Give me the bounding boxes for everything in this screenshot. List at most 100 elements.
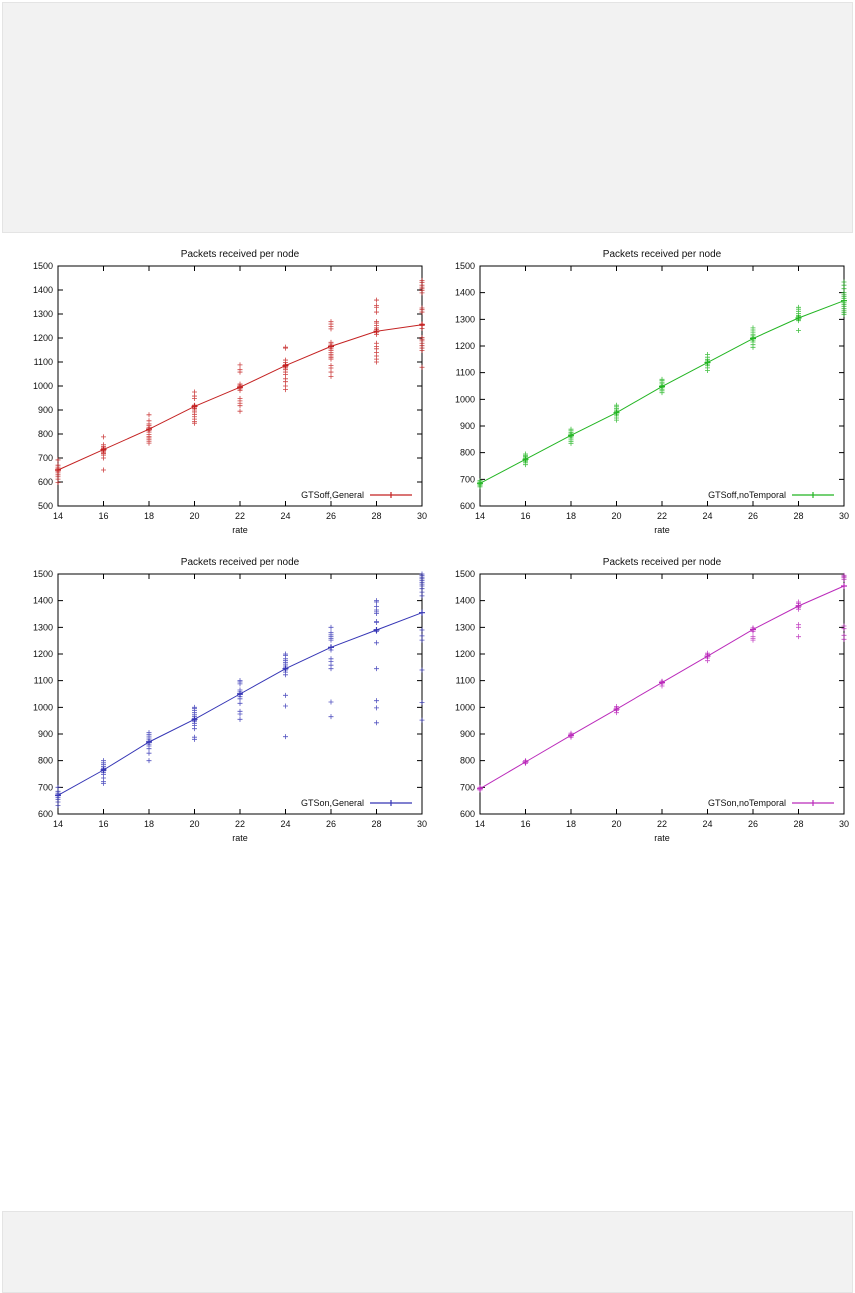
x-tick-label: 20 <box>611 511 621 521</box>
axis-ticks <box>479 573 845 815</box>
x-tick-label: 26 <box>326 511 336 521</box>
legend: GTSoff,noTemporal <box>708 490 834 500</box>
y-tick-label: 700 <box>38 453 53 463</box>
top-gray-band <box>2 2 853 233</box>
y-tick-label: 1500 <box>33 569 53 579</box>
x-tick-label: 30 <box>839 511 849 521</box>
chart-title: Packets received per node <box>603 557 722 568</box>
x-tick-label: 20 <box>189 511 199 521</box>
x-tick-label: 14 <box>475 511 485 521</box>
x-tick-label: 24 <box>280 819 290 829</box>
chart-canvas: Packets received per node 500 600 700 800 900… <box>33 249 427 535</box>
y-tick-label: 700 <box>38 782 53 792</box>
y-tick-label: 900 <box>38 405 53 415</box>
legend: GTSon,General <box>301 798 412 808</box>
y-tick-label: 700 <box>460 474 475 484</box>
legend-line-sample <box>792 800 834 806</box>
x-tick-label: 16 <box>520 819 530 829</box>
y-tick-label: 800 <box>38 756 53 766</box>
y-tick-label: 600 <box>460 501 475 511</box>
x-tick-label: 28 <box>371 511 381 521</box>
y-tick-label: 1100 <box>34 676 53 686</box>
y-tick-label: 900 <box>460 729 475 739</box>
x-tick-label: 22 <box>657 511 667 521</box>
x-tick-label: 26 <box>748 511 758 521</box>
x-tick-label: 20 <box>611 819 621 829</box>
legend-line-sample <box>370 492 412 498</box>
legend-line-sample <box>370 800 412 806</box>
x-axis-label: rate <box>654 525 670 535</box>
chart-title: Packets received per node <box>181 249 300 260</box>
chart-gtsoff-general: Packets received per node 500 600 700 800 900… <box>30 243 430 538</box>
y-tick-label: 1200 <box>455 649 475 659</box>
x-axis-label: rate <box>654 833 670 843</box>
y-tick-label: 1100 <box>456 368 475 378</box>
legend: GTSon,noTemporal <box>708 798 834 808</box>
y-tick-label: 1400 <box>33 596 53 606</box>
legend-label: GTSoff,noTemporal <box>708 490 786 500</box>
y-tick-label: 1000 <box>33 702 53 712</box>
mean-line-series <box>477 583 847 792</box>
y-tick-label: 1000 <box>33 381 53 391</box>
x-tick-label: 28 <box>793 819 803 829</box>
scatter-points <box>55 277 425 485</box>
y-tick-label: 1100 <box>34 357 53 367</box>
chart-canvas: Packets received per node 600 700 800 900 100… <box>455 249 849 535</box>
x-tick-label: 24 <box>702 819 712 829</box>
chart-gtsoff-notemporal: Packets received per node 600 700 800 900 100… <box>452 243 852 538</box>
axis-ticks <box>479 265 845 507</box>
chart-canvas: Packets received per node 600 700 800 900 100… <box>33 557 427 843</box>
y-tick-label: 1200 <box>455 341 475 351</box>
y-tick-label: 1400 <box>33 285 53 295</box>
y-tick-label: 500 <box>38 501 53 511</box>
x-axis-label: rate <box>232 833 248 843</box>
chart-title: Packets received per node <box>603 249 722 260</box>
y-tick-label: 1500 <box>33 261 53 271</box>
bottom-gray-band <box>2 1211 853 1293</box>
x-tick-label: 22 <box>235 511 245 521</box>
y-tick-label: 1000 <box>455 394 475 404</box>
x-tick-label: 18 <box>144 511 154 521</box>
x-tick-label: 18 <box>144 819 154 829</box>
chart-gtson-notemporal: Packets received per node 600 700 800 900 100… <box>452 551 852 846</box>
x-tick-label: 24 <box>702 511 712 521</box>
x-tick-label: 22 <box>235 819 245 829</box>
axis-ticks <box>57 573 423 815</box>
y-tick-label: 1500 <box>455 569 475 579</box>
y-tick-label: 1300 <box>455 622 475 632</box>
y-tick-label: 800 <box>460 448 475 458</box>
y-tick-label: 600 <box>38 477 53 487</box>
y-tick-label: 900 <box>38 729 53 739</box>
x-tick-label: 14 <box>53 819 63 829</box>
scatter-points <box>55 571 425 808</box>
y-tick-label: 900 <box>460 421 475 431</box>
y-tick-label: 800 <box>460 756 475 766</box>
y-tick-label: 800 <box>38 429 53 439</box>
y-tick-label: 1400 <box>455 288 475 298</box>
x-tick-label: 18 <box>566 511 576 521</box>
y-tick-label: 1400 <box>455 596 475 606</box>
legend: GTSoff,General <box>301 490 412 500</box>
x-tick-label: 28 <box>793 511 803 521</box>
x-tick-label: 30 <box>839 819 849 829</box>
chart-gtson-general: Packets received per node 600 700 800 900 100… <box>30 551 430 846</box>
x-tick-label: 18 <box>566 819 576 829</box>
x-tick-label: 30 <box>417 511 427 521</box>
x-tick-label: 30 <box>417 819 427 829</box>
x-tick-label: 22 <box>657 819 667 829</box>
chart-title: Packets received per node <box>181 557 300 568</box>
legend-label: GTSon,noTemporal <box>708 798 786 808</box>
x-tick-label: 28 <box>371 819 381 829</box>
mean-line-series <box>477 297 847 487</box>
x-tick-label: 16 <box>98 819 108 829</box>
y-tick-label: 1300 <box>33 309 53 319</box>
chart-canvas: Packets received per node 600 700 800 900 100… <box>455 557 849 843</box>
x-tick-label: 16 <box>98 511 108 521</box>
axis-ticks <box>57 265 423 507</box>
legend-label: GTSon,General <box>301 798 364 808</box>
x-axis-label: rate <box>232 525 248 535</box>
x-tick-label: 20 <box>189 819 199 829</box>
legend-label: GTSoff,General <box>301 490 364 500</box>
x-tick-label: 14 <box>475 819 485 829</box>
x-tick-label: 24 <box>280 511 290 521</box>
